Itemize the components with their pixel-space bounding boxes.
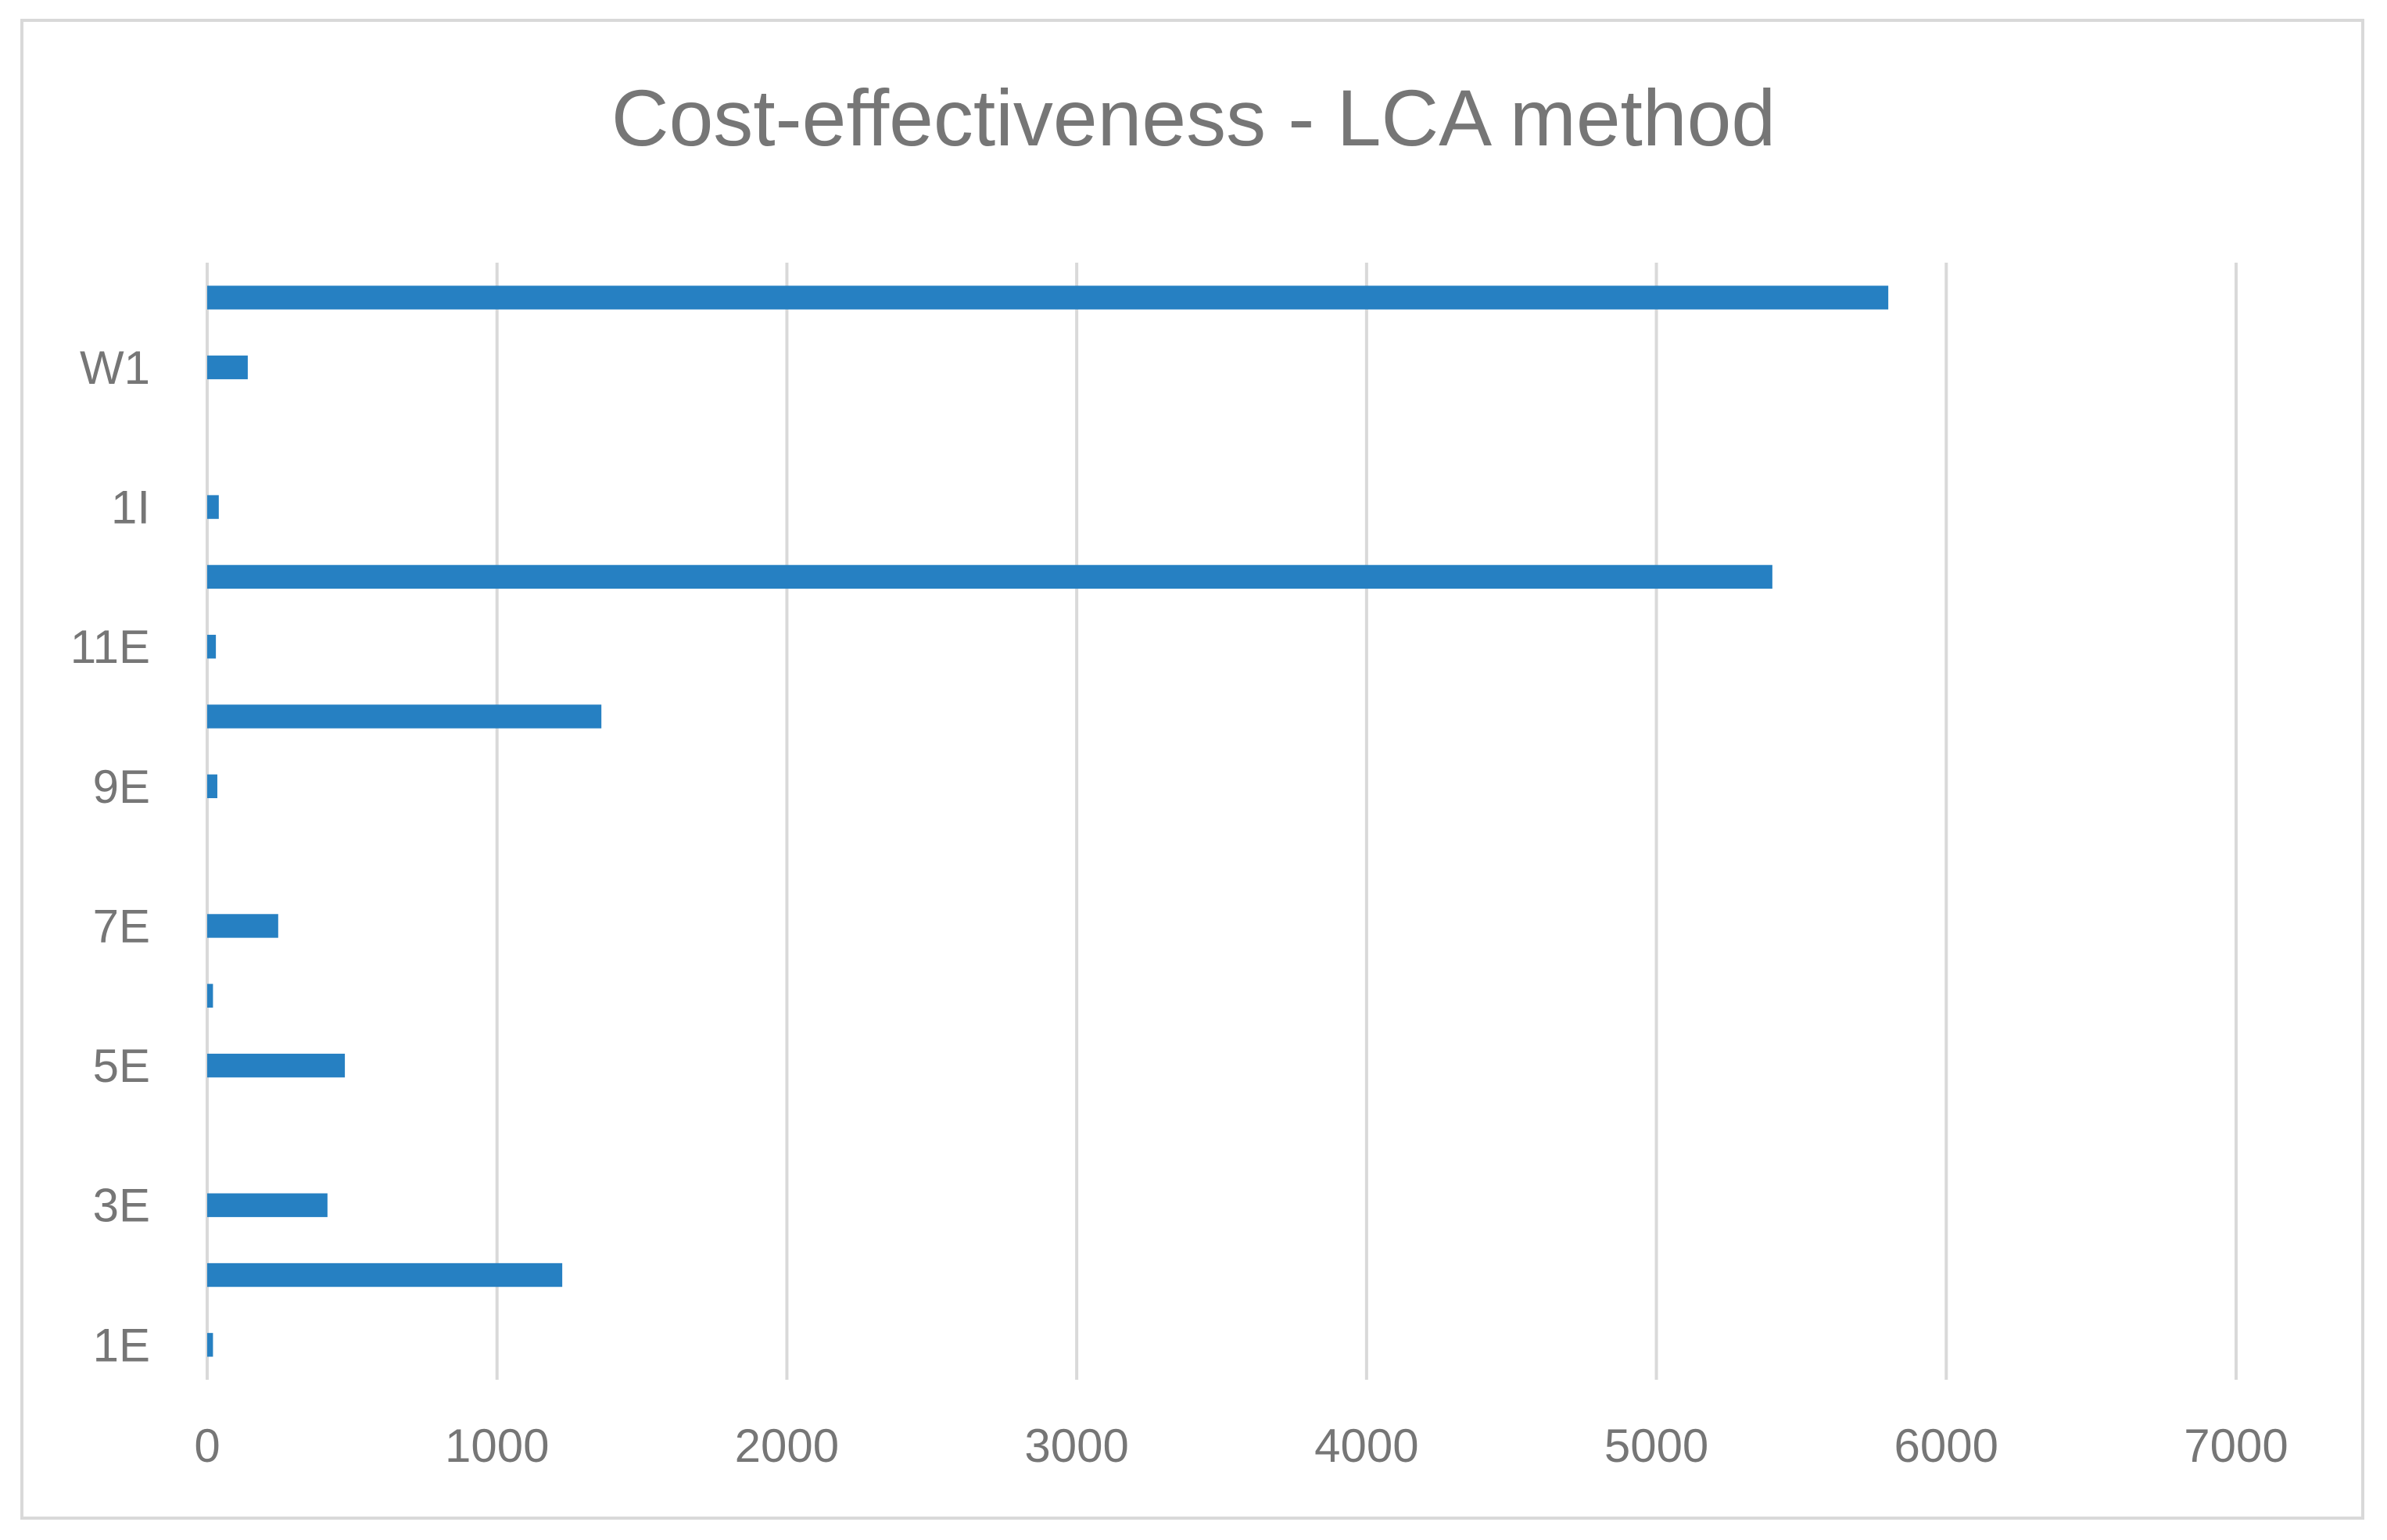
x-tick-label: 3000 [1024, 1420, 1128, 1472]
bar-6E [207, 983, 213, 1008]
y-tick-label: 1E [93, 1319, 150, 1371]
gridlines [206, 263, 2238, 1380]
bar-1I [207, 495, 219, 519]
bar-7E [207, 914, 278, 938]
bar-2E [207, 1262, 563, 1288]
x-tick-label: 5000 [1604, 1420, 1708, 1472]
x-tick-label: 1000 [445, 1420, 549, 1472]
bar-W1 [207, 355, 248, 380]
bar-W2 [207, 285, 1889, 310]
y-tick-label: 9E [93, 761, 150, 813]
bars [207, 285, 1889, 1357]
x-axis-ticks: 0 1000 2000 3000 4000 5000 6000 7000 [194, 1420, 2288, 1472]
y-tick-label: 5E [93, 1040, 150, 1092]
x-tick-label: 0 [194, 1420, 220, 1472]
bar-10E [207, 704, 602, 729]
y-tick-label: W1 [80, 342, 150, 394]
bar-3E [207, 1193, 328, 1217]
y-tick-label: 7E [93, 900, 150, 952]
bar-11E [207, 635, 217, 659]
chart-title: Cost-effectiveness - LCA method [611, 73, 1776, 163]
y-tick-label: 1I [111, 482, 150, 534]
y-tick-label: 3E [93, 1180, 150, 1232]
x-tick-label: 6000 [1894, 1420, 1998, 1472]
y-axis-ticks: 1E 3E 5E 7E 9E 11E 1I W1 [70, 342, 150, 1371]
bar-12E [207, 564, 1772, 589]
bar-1E [207, 1333, 213, 1357]
bar-5E [207, 1053, 346, 1078]
bar-9E [207, 774, 217, 799]
y-tick-label: 11E [70, 621, 150, 673]
x-tick-label: 4000 [1314, 1420, 1418, 1472]
x-tick-label: 7000 [2184, 1420, 2288, 1472]
x-tick-label: 2000 [735, 1420, 839, 1472]
